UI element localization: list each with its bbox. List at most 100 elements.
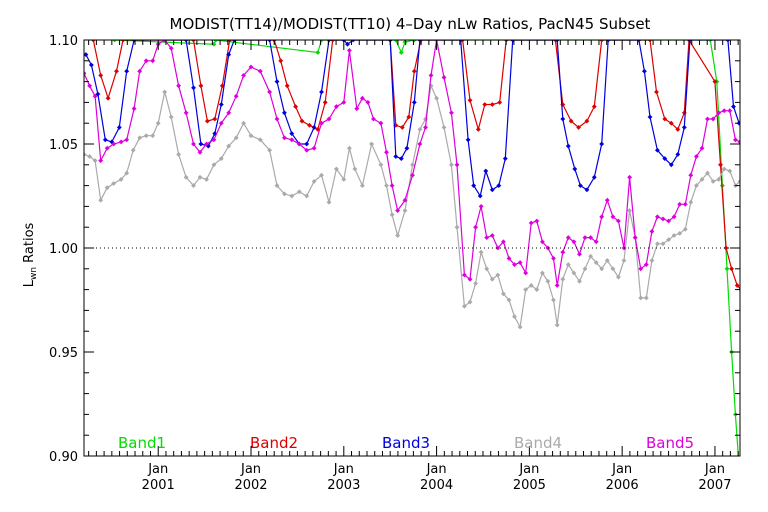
data-point-band4 [506,297,512,303]
series-line-band4 [84,83,740,329]
data-point-band3 [226,52,232,58]
data-point-band4 [688,199,694,205]
data-point-band3 [124,68,130,74]
data-point-band4 [551,297,556,303]
data-point-band5 [428,72,434,78]
data-point-band5 [593,239,599,245]
data-point-band5 [226,110,232,116]
data-point-band5 [218,120,224,126]
data-point-band5 [582,235,588,241]
data-point-band2 [675,126,681,132]
x-tick-year-label: 2002 [234,478,267,493]
data-point-band4 [565,262,571,268]
data-point-band4 [226,143,232,149]
data-point-band5 [649,228,655,234]
x-tick-month-label: Jan [518,462,539,477]
data-point-band4 [478,249,484,255]
data-point-band4 [417,126,423,132]
data-point-band4 [545,278,551,284]
x-tick-month-label: Jan [333,462,354,477]
data-point-band3 [88,62,94,68]
data-point-band4 [402,208,408,214]
data-point-band4 [176,151,182,157]
data-point-band2 [584,118,590,124]
data-point-band3 [411,99,417,105]
data-point-band3 [565,143,571,149]
data-point-band4 [554,322,560,328]
series-group [84,40,741,468]
data-point-band4 [241,120,247,126]
data-point-band4 [267,147,273,153]
data-point-band5 [371,116,376,122]
data-point-band3 [477,193,483,199]
data-point-band4 [666,237,672,243]
series-line-band5 [84,40,740,286]
legend-item-band3: Band3 [382,434,430,452]
data-point-band5 [682,201,688,207]
data-point-band5 [87,83,93,89]
data-point-band4 [124,170,130,176]
data-point-band4 [143,133,149,139]
data-point-band2 [293,104,299,110]
data-point-band4 [593,260,599,266]
data-point-band2 [489,102,495,107]
data-point-band5 [512,262,517,268]
data-point-band2 [322,99,328,105]
data-point-band3 [496,183,502,189]
data-point-band5 [506,255,512,261]
data-point-band2 [591,104,597,110]
y-tick-label: 0.90 [49,450,78,465]
data-point-band3 [393,154,399,159]
data-point-band5 [632,235,638,241]
data-point-band5 [211,137,217,143]
data-point-band5 [311,145,317,151]
data-point-band3 [345,41,350,47]
x-tick-month-label: Jan [426,462,447,477]
data-point-band5 [588,235,594,241]
data-point-band5 [671,214,677,220]
data-point-band3 [584,187,590,193]
data-point-band3 [647,114,653,120]
legend-item-band4: Band4 [514,434,562,452]
data-point-band3 [662,156,668,162]
data-point-band4 [577,278,582,284]
data-point-band4 [627,208,633,214]
x-tick-year-label: 2004 [420,478,453,493]
data-point-band3 [465,137,471,143]
x-tick-month-label: Jan [147,462,168,477]
data-point-band5 [241,72,247,78]
data-point-band5 [716,110,722,116]
data-point-band4 [454,224,460,230]
data-point-band5 [721,108,727,114]
data-point-band2 [718,162,723,168]
data-point-band1 [737,464,741,468]
data-point-band4 [638,295,644,301]
data-point-band4 [727,168,733,174]
data-point-band4 [599,266,605,272]
data-point-band4 [571,270,577,276]
data-point-band2 [284,83,290,89]
legend: Band1 Band2 Band3 Band4 Band5 [118,434,694,452]
data-point-band4 [296,189,302,195]
data-point-band4 [289,193,295,199]
data-point-band2 [98,72,104,78]
data-point-band3 [398,156,404,162]
legend-item-band2: Band2 [250,434,298,452]
data-point-band1 [402,40,408,45]
data-point-band2 [307,122,312,128]
data-point-band4 [130,147,136,153]
data-point-band4 [346,145,352,151]
series-line-band1 [114,40,739,456]
data-point-band5 [615,218,621,224]
data-point-band3 [311,124,317,130]
data-point-band5 [705,116,710,122]
data-point-band4 [98,197,104,203]
x-tick-year-label: 2001 [142,478,175,493]
data-point-band3 [191,85,196,91]
data-point-band2 [712,79,718,85]
data-point-band4 [721,166,727,172]
data-point-band3 [102,137,108,143]
data-point-band5 [248,64,254,70]
data-point-band1 [315,50,321,55]
data-point-band4 [693,183,699,189]
